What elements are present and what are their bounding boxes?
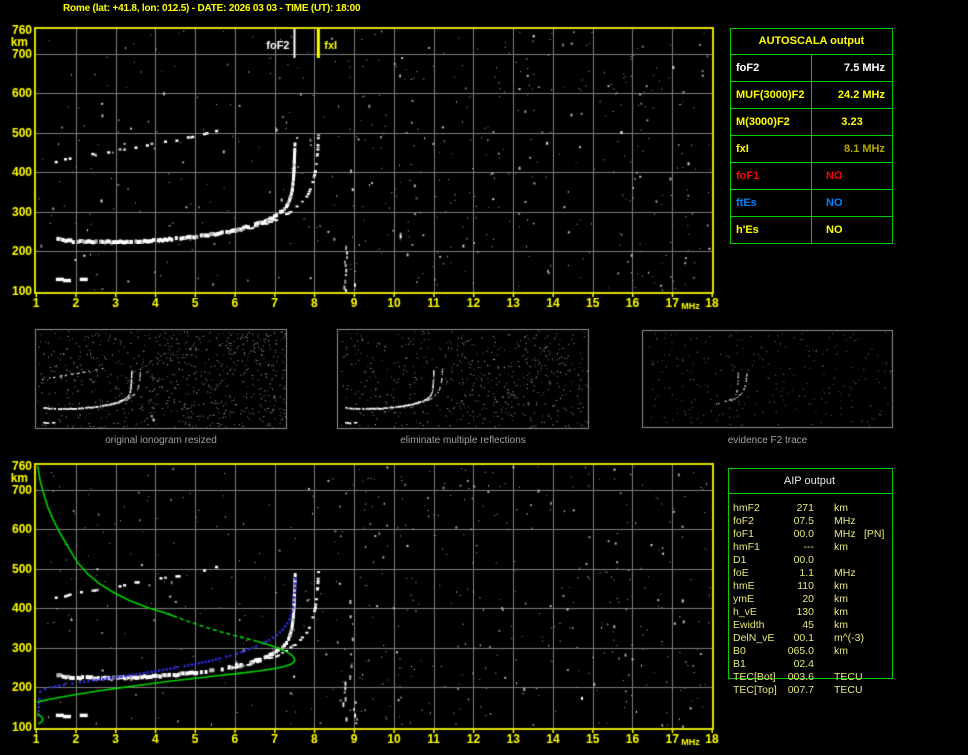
aip-row-flag: [PN]	[864, 528, 885, 540]
autoscala-row-value: 8.1 MHz	[844, 143, 885, 155]
aip-row: h_vE 130 km	[728, 606, 968, 619]
aip-row: foF1 00.0 MHz [PN]	[728, 528, 968, 541]
aip-row-unit: km	[834, 619, 848, 631]
aip-row-unit: km	[834, 593, 848, 605]
aip-row: B0 065.0 km	[728, 645, 968, 658]
aip-row-unit: MHz	[834, 515, 856, 527]
station-date-title: Rome (lat: +41.8, lon: 012.5) - DATE: 20…	[63, 3, 361, 14]
autoscala-row-value: 7.5 MHz	[844, 62, 885, 74]
aip-row-value: 20	[802, 593, 814, 605]
aip-row-unit: km	[834, 502, 848, 514]
autoscala-row-label: fxI	[731, 136, 812, 162]
aip-row-name: TEC[Top]	[733, 684, 777, 696]
aip-row-unit: MHz	[834, 528, 856, 540]
autoscala-row-label: M(3000)F2	[731, 109, 812, 135]
aip-row-unit: MHz	[834, 567, 856, 579]
aip-row-name: h_vE	[733, 606, 757, 618]
aip-row-value: 271	[796, 502, 814, 514]
aip-row-name: D1	[733, 554, 747, 566]
aip-row-value: 003.6	[787, 671, 814, 683]
autoscala-row-label: foF1	[731, 163, 812, 189]
autoscala-row: foF2 7.5 MHz	[731, 55, 892, 82]
aip-row-name: hmF2	[733, 502, 760, 514]
autoscala-row-value: NO	[826, 170, 843, 182]
aip-row-value: 110	[797, 580, 814, 592]
aip-row: foE 1.1 MHz	[728, 567, 968, 580]
aip-row-name: B1	[733, 658, 746, 670]
aip-row: Ewidth 45 km	[728, 619, 968, 632]
autoscala-row-label: foF2	[731, 55, 812, 81]
autoscala-table-rows: foF2 7.5 MHz MUF(3000)F2 24.2 MHz M(3000)F2 3…	[731, 55, 892, 243]
aip-row-unit: km	[834, 580, 848, 592]
aip-row: ymE 20 km	[728, 593, 968, 606]
autoscala-row-value: 3.23	[841, 116, 863, 128]
aip-row-value: 00.0	[793, 554, 814, 566]
aip-row-value: 07.5	[793, 515, 814, 527]
autoscala-row-value: 24.2 MHz	[837, 89, 885, 101]
autoscala-row-label: MUF(3000)F2	[731, 82, 812, 108]
aip-output-table: AIP output hmF2 271 km foF2 07.5 MHz foF1 00.0 M…	[728, 466, 968, 716]
aip-row-unit: km	[834, 606, 848, 618]
aip-row: hmF1 --- km	[728, 541, 968, 554]
aip-row-name: foF2	[733, 515, 755, 527]
aip-row-name: ymE	[733, 593, 754, 605]
aip-row-name: foF1	[733, 528, 755, 540]
aip-row: TEC[Top] 007.7 TECU	[728, 684, 968, 697]
aip-row-name: DelN_vE	[733, 632, 775, 644]
aip-row-unit: km	[834, 645, 848, 657]
aip-row-name: hmF1	[733, 541, 760, 553]
aip-row-name: hmE	[733, 580, 755, 592]
aip-header-divider	[728, 493, 893, 494]
aip-row: hmF2 271 km	[728, 502, 968, 515]
aip-row-value: ---	[803, 541, 815, 553]
aip-row-name: Ewidth	[733, 619, 765, 631]
thumbnail-caption-original: original ionogram resized	[105, 435, 217, 446]
autoscala-row: foF1 NO	[731, 163, 892, 190]
aip-row-value: 45	[802, 619, 814, 631]
aip-row-name: foE	[733, 567, 749, 579]
autoscala-row: ftEs NO	[731, 190, 892, 217]
thumbnail-caption-eliminate: eliminate multiple reflections	[400, 435, 526, 446]
aip-row-value: 00.0	[793, 528, 814, 540]
aip-row-value: 130	[796, 606, 814, 618]
aip-row-unit: km	[834, 541, 848, 553]
autoscala-row: MUF(3000)F2 24.2 MHz	[731, 82, 892, 109]
thumbnail-caption-evidence: evidence F2 trace	[727, 435, 808, 446]
aip-row-value: 02.4	[793, 658, 814, 670]
autoscala-row: h'Es NO	[731, 217, 892, 243]
autoscala-row-value: NO	[826, 197, 843, 209]
aip-row-value: 00.1	[793, 632, 814, 644]
aip-row: DelN_vE 00.1 m^(-3)	[728, 632, 968, 645]
autoscala-row: fxI 8.1 MHz	[731, 136, 892, 163]
aip-row: TEC[Bot] 003.6 TECU	[728, 671, 968, 684]
aip-table-header: AIP output	[783, 475, 836, 487]
aip-row-name: TEC[Bot]	[733, 671, 776, 683]
aip-row-value: 065.0	[787, 645, 814, 657]
autoscala-table-header: AUTOSCALA output	[731, 29, 892, 55]
autoscala-row: M(3000)F2 3.23	[731, 109, 892, 136]
aip-row: D1 00.0	[728, 554, 968, 567]
aip-row: B1 02.4	[728, 658, 968, 671]
aip-row-value: 1.1	[799, 567, 814, 579]
autoscala-output-table: AUTOSCALA output foF2 7.5 MHz MUF(3000)F2 2…	[730, 28, 893, 244]
autoscala-row-label: ftEs	[731, 190, 812, 216]
aip-row: hmE 110 km	[728, 580, 968, 593]
aip-row-name: B0	[733, 645, 746, 657]
autoscala-row-value: NO	[826, 224, 843, 236]
aip-row-unit: TECU	[834, 671, 863, 683]
aip-row-unit: m^(-3)	[834, 632, 865, 644]
aip-table-border	[728, 468, 893, 679]
aip-row-unit: TECU	[834, 684, 863, 696]
aip-row: foF2 07.5 MHz	[728, 515, 968, 528]
autoscala-row-label: h'Es	[731, 217, 812, 243]
aip-row-value: 007.7	[787, 684, 814, 696]
